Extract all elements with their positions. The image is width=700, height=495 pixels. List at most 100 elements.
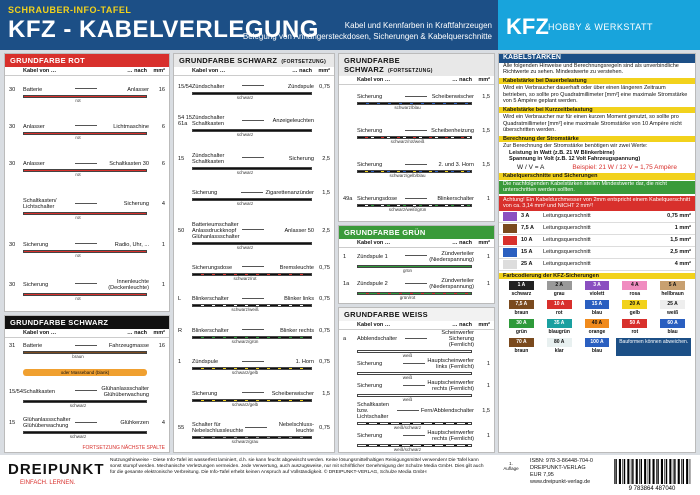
wire <box>23 249 147 253</box>
title: GRUNDFARBE WEISS <box>344 310 428 319</box>
to: Zigarettenanzünder <box>265 190 314 197</box>
to: Radio, Uhr, ... <box>114 241 149 248</box>
label: Leitungsquerschnitt <box>543 260 591 267</box>
edition: 1. Auflage <box>503 461 519 471</box>
wire-label: schwarz <box>236 132 254 138</box>
arrow <box>242 266 264 269</box>
row-text: 54 15 61a Zündschalter Schaltkasten Anzeig… <box>178 115 330 127</box>
wire-label: braun <box>72 354 84 360</box>
fuse-color: blau <box>591 348 603 354</box>
from: Zündspule 2 <box>357 281 388 288</box>
fuse-color: schwarz <box>511 291 532 297</box>
wire-label: rot <box>75 172 81 178</box>
row-text: 15/54 Zündschalter Zündspule 0,75 <box>178 84 330 90</box>
row-text: Sicherung Hauptscheinwerfer links (Fernli… <box>343 358 490 370</box>
column-labels: Kabel von … … nach mm² <box>5 329 169 339</box>
column-labels: Kabel von … … nach mm² <box>339 76 494 85</box>
cable-row: 55 Schalter für Nebelschlussleuchte Nebels… <box>178 422 330 444</box>
cross-section: 16 <box>158 343 165 350</box>
row-text: R Blinkerschalter Blinker rechts 0,75 <box>178 328 330 334</box>
label-to: … nach <box>292 68 312 74</box>
cable-row: 30 Sicherung Radio, Uhr, ... 1 rot <box>9 242 165 258</box>
fuse-color: rot <box>631 329 639 335</box>
wire-label: schwarz <box>236 201 254 207</box>
to: Glühkerzen <box>120 420 149 427</box>
line: Belegung von Anhängersteckdosen, Sicheru… <box>242 32 492 41</box>
arrow <box>403 362 426 366</box>
fuse-color: rosa <box>629 291 641 297</box>
terminal: 30 <box>9 161 16 168</box>
section-title: GRUNDFARBE SCHWARZ <box>5 316 169 330</box>
terminal: 1 <box>178 359 182 366</box>
label-unit: mm² <box>153 330 165 337</box>
amp: 7,5 A <box>521 224 534 231</box>
to: Bremsleuchte <box>279 264 314 271</box>
warning: Achtung! Ein Kabeldurchmesser von 2mm en… <box>499 195 695 211</box>
fuse-row: 10 A Leitungsquerschnitt 1,5 mm² <box>499 235 695 247</box>
arrow <box>403 384 426 388</box>
cable-row: Schaltkasten/ Lichtschalter Sicherung 4 rot <box>9 198 165 220</box>
wire <box>23 351 147 355</box>
rows: 31 Batterie Fahrzeugmasse 16 braun oder Masse… <box>5 338 169 444</box>
to: Zündspule <box>287 83 314 90</box>
label-to: … nach <box>452 322 472 328</box>
arrow <box>75 243 97 246</box>
to: Schaltkasten 30 <box>109 161 149 168</box>
swatch <box>503 235 517 245</box>
fuse-amp: 2 A <box>546 281 572 290</box>
fuse-color: orange <box>588 329 606 335</box>
label-to: … nach <box>452 77 472 83</box>
to: Scheibenwischer <box>431 94 474 101</box>
row-text: L Blinkerschalter Blinker links 0,75 <box>178 296 330 302</box>
subtitle: Kabel und Kennfarben in Kraftfahrzeugen B… <box>243 20 492 42</box>
wire <box>192 129 312 133</box>
from: Sicherung <box>357 433 383 439</box>
column-labels: Kabel von … … nach mm² <box>174 67 334 76</box>
label-to: … nach <box>452 240 472 247</box>
arrow <box>404 163 427 167</box>
row-text: Sicherung Scheibenwischer 1,5 <box>343 94 490 100</box>
arrow <box>75 344 97 348</box>
fuse-amp: 70 A <box>509 338 534 347</box>
fuse-amp: 15 A <box>584 300 610 309</box>
cable-row: a Abblendschalter Scheinwerfer Sicherung (… <box>343 330 490 358</box>
wire-label: schwarz/gelb <box>231 370 259 376</box>
wire <box>192 367 312 371</box>
example: Beispiel: 21 W / 12 V = 1,75 Ampère <box>572 163 677 171</box>
cable-row: 31 Batterie Fahrzeugmasse 16 braun <box>9 343 165 359</box>
bar-line <box>686 459 689 484</box>
rows: 15/54 Zündschalter Zündspule 0,75 schwarz 54 … <box>174 76 334 452</box>
cable-row: 15/54 Schaltkasten Glühanlassschalter Glüh… <box>9 386 165 408</box>
paragraph: Wird ein Verbraucher dauerhaft oder über… <box>503 85 688 104</box>
amp: 3 A <box>521 212 530 219</box>
arrow <box>404 95 427 99</box>
cable-row: 1 Zündspule 1 Zündverteiler (Niederspannun… <box>343 251 490 273</box>
from: Schaltkasten bzw. Lichtschalter <box>357 402 390 420</box>
wire <box>23 431 147 435</box>
cable-row: 54 15 61a Zündschalter Schaltkasten Anzeig… <box>178 115 330 137</box>
cross-section: 2,5 <box>322 155 330 162</box>
subtitle: (FORTSETZUNG) <box>281 59 327 65</box>
title: GRUNDFARBE SCHWARZ <box>10 318 109 328</box>
from: Anlasser <box>23 123 45 130</box>
cross-section: 1 <box>486 281 490 288</box>
to: Lichtmaschine <box>113 123 149 130</box>
section-title: GRUNDFARBE ROT <box>5 54 169 67</box>
wire-label: rot <box>75 134 81 140</box>
fuse-amp: 5 A <box>660 281 685 290</box>
from: Sicherung <box>357 94 383 101</box>
cross-section: 0,75 <box>319 425 330 432</box>
bar-line <box>630 459 632 484</box>
cable-row: Sicherung Scheibenwischer 1,5 schwarz/gelb <box>178 391 330 407</box>
fuse-amp: 60 A <box>660 319 685 328</box>
fuse-color: klar <box>554 348 564 354</box>
wire-label: schwarz/grün <box>231 338 259 344</box>
wire <box>192 436 312 440</box>
row-text: 49a Sicherungsdose Blinkerschalter 1 <box>343 196 490 202</box>
wire-label: rot <box>75 252 81 258</box>
cable-row: 1 Zündspule 1. Horn 0,75 schwarz/gelb <box>178 359 330 375</box>
wire <box>192 304 312 308</box>
